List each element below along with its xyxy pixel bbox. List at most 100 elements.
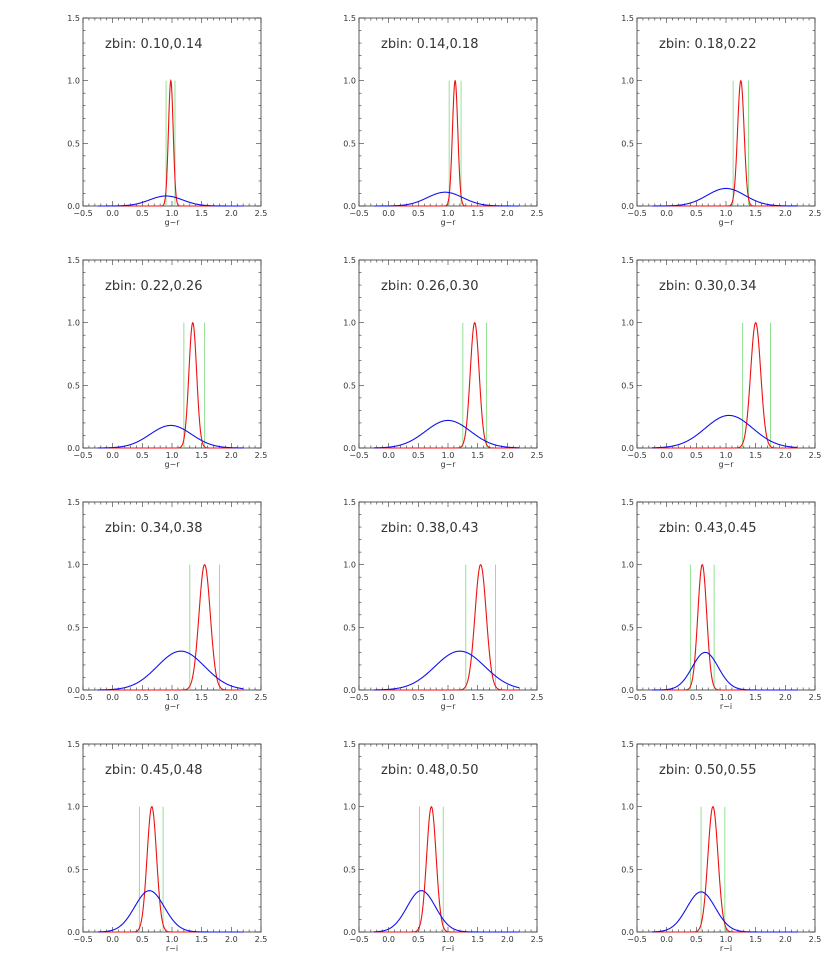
x-tick-label: −0.5 xyxy=(73,209,92,218)
blue-curve xyxy=(373,890,520,933)
blue-curve xyxy=(651,187,798,207)
x-tick-label: 2.5 xyxy=(531,693,544,702)
x-tick-label: 2.0 xyxy=(501,935,514,944)
x-tick-label: 0.5 xyxy=(136,451,149,460)
panel-8: −0.5 0.0 0.5 1.0 1.5 2.0 2.50.00.51.01.5g−rzbi… xyxy=(343,498,543,711)
x-tick-label: 0.5 xyxy=(412,451,425,460)
x-tick-label: −0.5 xyxy=(73,935,92,944)
x-tick-label: 0.0 xyxy=(106,693,119,702)
panel-7: −0.5 0.0 0.5 1.0 1.5 2.0 2.50.00.51.01.5g−rzbi… xyxy=(67,498,267,711)
x-tick-label: 1.5 xyxy=(195,693,208,702)
x-tick-label: 0.5 xyxy=(136,693,149,702)
panel-title: zbin: 0.43,0.45 xyxy=(659,521,756,536)
y-tick-label: 1.5 xyxy=(67,740,80,749)
panel-9: −0.5 0.0 0.5 1.0 1.5 2.0 2.50.00.51.01.5r−izbi… xyxy=(621,498,821,711)
y-tick-label: 0.5 xyxy=(343,623,356,632)
x-tick-label: 2.5 xyxy=(809,209,822,218)
panel-12: −0.5 0.0 0.5 1.0 1.5 2.0 2.50.00.51.01.5r−izbi… xyxy=(621,740,821,953)
x-axis-label: g−r xyxy=(440,702,456,711)
y-tick-label: 0.5 xyxy=(343,865,356,874)
x-tick-label: 2.5 xyxy=(531,451,544,460)
red-curve xyxy=(97,78,244,207)
x-tick-label: 1.5 xyxy=(749,209,762,218)
y-tick-label: 0.5 xyxy=(67,381,80,390)
panel-title: zbin: 0.30,0.34 xyxy=(659,279,756,294)
x-tick-label: 1.5 xyxy=(195,209,208,218)
panel-title: zbin: 0.38,0.43 xyxy=(381,521,478,536)
red-curve xyxy=(373,564,520,691)
red-curve xyxy=(651,322,798,449)
blue-curve xyxy=(97,424,244,449)
y-tick-label: 0.0 xyxy=(621,202,634,211)
x-tick-label: 1.5 xyxy=(195,451,208,460)
blue-curve xyxy=(373,650,520,691)
y-tick-label: 1.5 xyxy=(621,256,634,265)
x-tick-label: 0.0 xyxy=(660,451,673,460)
y-tick-label: 1.0 xyxy=(67,319,80,328)
blue-curve xyxy=(651,891,798,933)
x-axis-label: r−i xyxy=(720,944,732,953)
x-axis-label: g−r xyxy=(440,460,456,469)
x-tick-label: −0.5 xyxy=(349,693,368,702)
blue-curve xyxy=(651,651,798,691)
x-tick-label: 1.0 xyxy=(166,693,179,702)
x-tick-label: 1.0 xyxy=(442,451,455,460)
panel-1: −0.5 0.0 0.5 1.0 1.5 2.0 2.50.00.51.01.5g−rzbi… xyxy=(67,14,267,227)
x-tick-label: 1.5 xyxy=(749,451,762,460)
blue-curve xyxy=(651,414,798,449)
x-tick-label: −0.5 xyxy=(349,209,368,218)
x-tick-label: 2.0 xyxy=(779,451,792,460)
panel-5: −0.5 0.0 0.5 1.0 1.5 2.0 2.50.00.51.01.5g−rzbi… xyxy=(343,256,543,469)
x-tick-label: −0.5 xyxy=(627,693,646,702)
x-tick-label: 0.0 xyxy=(382,209,395,218)
x-axis-label: g−r xyxy=(718,460,734,469)
x-tick-label: 1.0 xyxy=(720,209,733,218)
x-tick-label: 0.0 xyxy=(106,209,119,218)
x-axis-label: g−r xyxy=(440,218,456,227)
y-tick-label: 0.0 xyxy=(67,202,80,211)
panel-title: zbin: 0.10,0.14 xyxy=(105,37,202,52)
panel-title: zbin: 0.26,0.30 xyxy=(381,279,478,294)
y-tick-label: 0.0 xyxy=(343,686,356,695)
x-tick-label: 1.0 xyxy=(442,209,455,218)
x-tick-label: 0.0 xyxy=(660,693,673,702)
x-tick-label: 1.5 xyxy=(471,451,484,460)
blue-curve xyxy=(373,191,520,207)
y-tick-label: 0.5 xyxy=(67,139,80,148)
x-tick-label: 0.0 xyxy=(382,693,395,702)
panel-title: zbin: 0.48,0.50 xyxy=(381,763,478,778)
panel-title: zbin: 0.45,0.48 xyxy=(105,763,202,778)
y-tick-label: 0.0 xyxy=(343,444,356,453)
x-tick-label: 0.0 xyxy=(106,935,119,944)
x-tick-label: 0.5 xyxy=(136,935,149,944)
panel-title: zbin: 0.18,0.22 xyxy=(659,37,756,52)
blue-curve xyxy=(97,890,244,933)
y-tick-label: 1.5 xyxy=(343,740,356,749)
panel-title: zbin: 0.22,0.26 xyxy=(105,279,202,294)
y-tick-label: 1.0 xyxy=(621,77,634,86)
x-tick-label: 2.5 xyxy=(809,935,822,944)
panel-11: −0.5 0.0 0.5 1.0 1.5 2.0 2.50.00.51.01.5r−izbi… xyxy=(343,740,543,953)
y-tick-label: 1.5 xyxy=(343,14,356,23)
y-tick-label: 1.5 xyxy=(67,256,80,265)
y-tick-label: 0.0 xyxy=(343,202,356,211)
panel-title: zbin: 0.14,0.18 xyxy=(381,37,478,52)
x-tick-label: 2.5 xyxy=(255,935,268,944)
y-tick-label: 1.5 xyxy=(343,498,356,507)
red-curve xyxy=(651,564,798,691)
x-axis-label: g−r xyxy=(164,218,180,227)
x-tick-label: 0.0 xyxy=(382,451,395,460)
x-tick-label: 2.0 xyxy=(779,935,792,944)
y-tick-label: 0.5 xyxy=(67,865,80,874)
y-tick-label: 1.5 xyxy=(621,498,634,507)
x-tick-label: 0.5 xyxy=(690,693,703,702)
x-axis-label: r−i xyxy=(720,702,732,711)
panel-10: −0.5 0.0 0.5 1.0 1.5 2.0 2.50.00.51.01.5r−izbi… xyxy=(67,740,267,953)
red-curve xyxy=(373,321,520,449)
y-tick-label: 1.0 xyxy=(67,803,80,812)
x-tick-label: 2.5 xyxy=(255,209,268,218)
y-tick-label: 1.0 xyxy=(343,77,356,86)
x-tick-label: −0.5 xyxy=(73,693,92,702)
panel-4: −0.5 0.0 0.5 1.0 1.5 2.0 2.50.00.51.01.5g−rzbi… xyxy=(67,256,267,469)
